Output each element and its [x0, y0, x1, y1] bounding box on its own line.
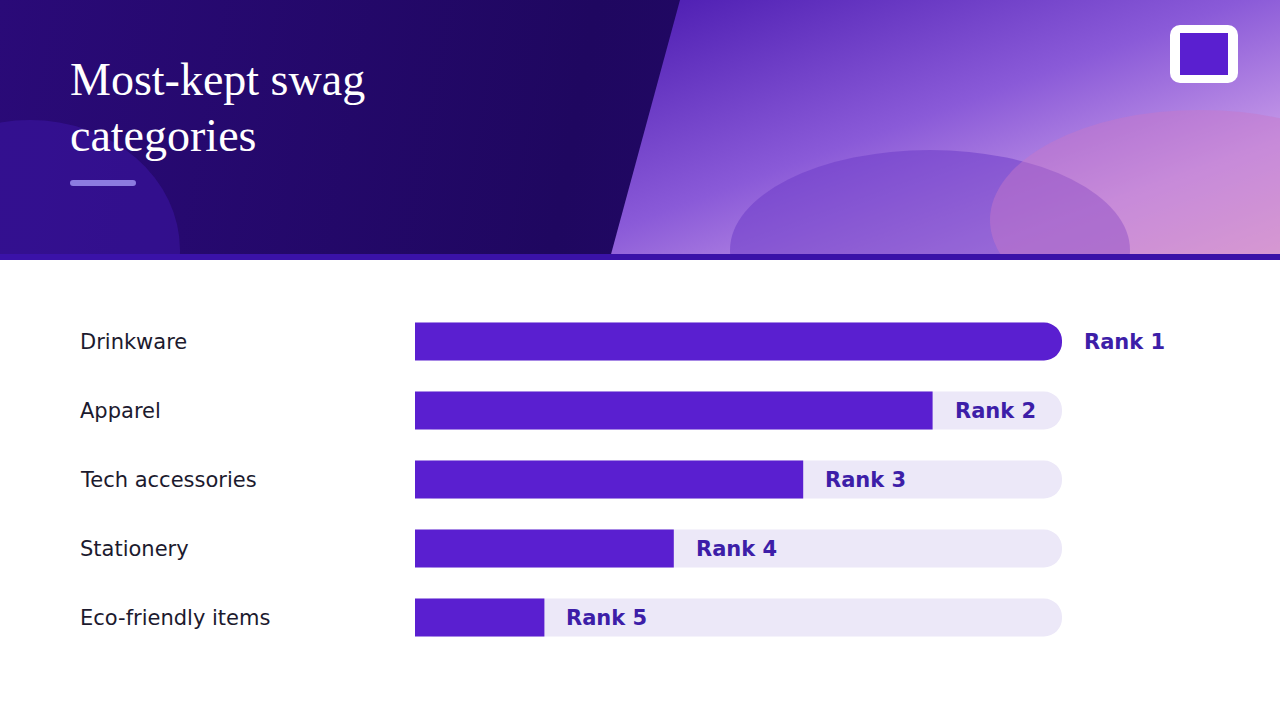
svg-text:Rank 4: Rank 4	[696, 537, 777, 561]
svg-text:Rank 1: Rank 1	[1084, 330, 1165, 354]
html-text:Most-kept swag categories: Most-kept swag categories	[70, 54, 366, 161]
svg-text:Apparel: Apparel	[80, 399, 161, 423]
svg-text:Rank 2: Rank 2	[955, 399, 1036, 423]
svg-text:Tech accessories: Tech accessories	[80, 468, 257, 492]
svg-text:Drinkware: Drinkware	[80, 330, 187, 354]
svg-text:Rank 3: Rank 3	[825, 468, 906, 492]
svg-text:Rank 5: Rank 5	[566, 606, 647, 630]
svg-text:Stationery: Stationery	[80, 537, 189, 561]
svg-text:Eco-friendly items: Eco-friendly items	[80, 606, 270, 630]
